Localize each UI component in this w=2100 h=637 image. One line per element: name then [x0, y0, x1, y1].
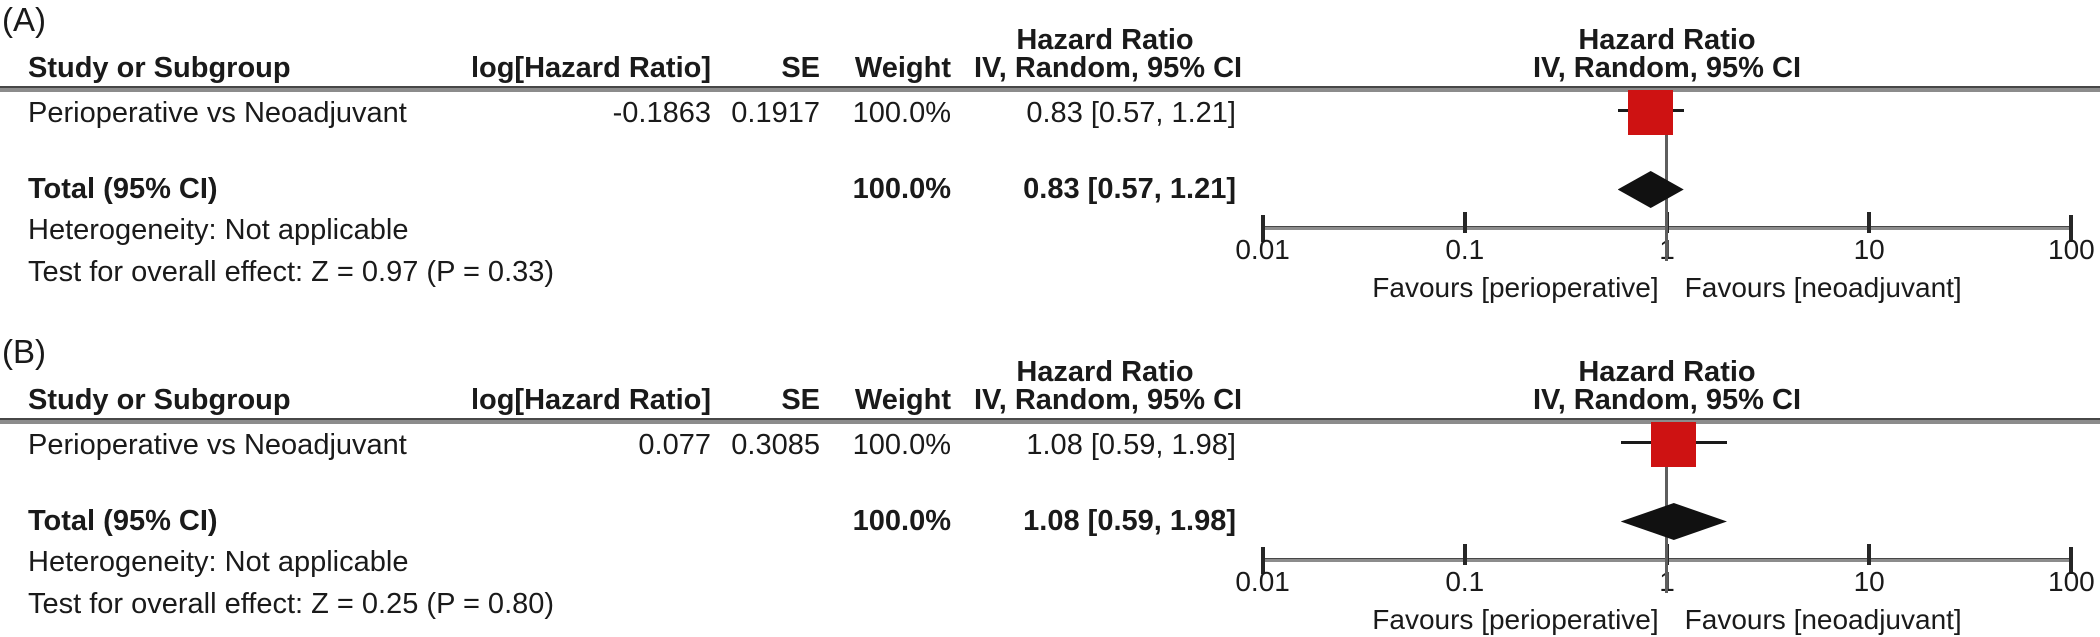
- study-ci-text: 1.08 [0.59, 1.98]: [1026, 429, 1236, 461]
- axis-tick-label: 0.01: [1235, 566, 1290, 597]
- overall-effect-text: Test for overall effect: Z = 0.97 (P = 0…: [28, 256, 555, 288]
- study-weight-value: 100.0%: [852, 429, 951, 461]
- panel-a: (A) Hazard Ratio Hazard Ratio Study or S…: [0, 0, 2100, 318]
- axis-tick-label: 0.1: [1445, 234, 1485, 265]
- axis-tick-label: 10: [1853, 566, 1885, 597]
- col-header-study: Study or Subgroup: [28, 52, 291, 84]
- total-ci-text: 1.08 [0.59, 1.98]: [1023, 505, 1236, 537]
- header-underline: [0, 86, 2100, 92]
- axis-tick: [2069, 215, 2074, 242]
- overall-effect-text: Test for overall effect: Z = 0.25 (P = 0…: [28, 588, 555, 620]
- axis-tick: [1462, 212, 1467, 233]
- col-header-weight: Weight: [854, 52, 951, 84]
- total-diamond: [1620, 503, 1727, 540]
- axis-tick: [1867, 212, 1872, 233]
- total-diamond: [1617, 171, 1684, 208]
- axis-tick-label: 10: [1853, 234, 1885, 265]
- study-weight-value: 100.0%: [852, 97, 951, 129]
- axis-tick: [1462, 544, 1467, 565]
- reference-line: [1665, 91, 1668, 261]
- plot-header-hr-title: Hazard Ratio: [1578, 24, 1756, 56]
- total-label: Total (95% CI): [28, 505, 218, 537]
- study-marker: [1628, 90, 1674, 135]
- favours-left-label: Favours [perioperative]: [1372, 604, 1659, 635]
- col-header-hr-title: Hazard Ratio: [1016, 356, 1194, 388]
- axis-tick-label: 100: [2048, 234, 2095, 265]
- col-header-log-hr: log[Hazard Ratio]: [470, 384, 711, 416]
- study-row-name: Perioperative vs Neoadjuvant: [28, 429, 407, 461]
- favours-labels: Favours [perioperative] Favours [neoadju…: [1267, 603, 2067, 636]
- total-ci-text: 0.83 [0.57, 1.21]: [1023, 173, 1236, 205]
- plot-header-hr-model: IV, Random, 95% CI: [1532, 384, 1802, 416]
- col-header-se: SE: [781, 52, 820, 84]
- axis-tick: [2069, 547, 2074, 574]
- col-header-weight: Weight: [854, 384, 951, 416]
- col-header-hr-title: Hazard Ratio: [1016, 24, 1194, 56]
- study-row-name: Perioperative vs Neoadjuvant: [28, 97, 407, 129]
- panel-b: (B) Hazard Ratio Hazard Ratio Study or S…: [0, 332, 2100, 637]
- favours-labels: Favours [perioperative] Favours [neoadju…: [1267, 271, 2067, 304]
- favours-right-label: Favours [neoadjuvant]: [1684, 272, 1962, 303]
- total-weight-value: 100.0%: [852, 505, 951, 537]
- axis-tick: [1260, 215, 1265, 242]
- col-header-hr-model: IV, Random, 95% CI: [974, 52, 1243, 84]
- study-se-value: 0.3085: [731, 429, 820, 461]
- axis-tick-label: 100: [2048, 566, 2095, 597]
- col-header-study: Study or Subgroup: [28, 384, 291, 416]
- axis-tick: [1260, 547, 1265, 574]
- study-se-value: 0.1917: [731, 97, 820, 129]
- total-weight-value: 100.0%: [852, 173, 951, 205]
- col-header-se: SE: [781, 384, 820, 416]
- panel-label: (A): [2, 1, 46, 38]
- total-label: Total (95% CI): [28, 173, 218, 205]
- study-ci-text: 0.83 [0.57, 1.21]: [1026, 97, 1236, 129]
- axis-tick: [1867, 544, 1872, 565]
- panel-label: (B): [2, 333, 46, 370]
- favours-left-label: Favours [perioperative]: [1372, 272, 1659, 303]
- heterogeneity-text: Heterogeneity: Not applicable: [28, 214, 409, 246]
- axis-tick-label: 0.01: [1235, 234, 1290, 265]
- header-underline: [0, 418, 2100, 424]
- axis-tick-label: 0.1: [1445, 566, 1485, 597]
- col-header-log-hr: log[Hazard Ratio]: [470, 52, 711, 84]
- heterogeneity-text: Heterogeneity: Not applicable: [28, 546, 409, 578]
- col-header-hr-model: IV, Random, 95% CI: [974, 384, 1243, 416]
- study-log-hr-value: -0.1863: [612, 97, 711, 129]
- plot-header-hr-model: IV, Random, 95% CI: [1532, 52, 1802, 84]
- study-marker: [1651, 422, 1697, 467]
- plot-header-hr-title: Hazard Ratio: [1578, 356, 1756, 388]
- favours-right-label: Favours [neoadjuvant]: [1684, 604, 1962, 635]
- study-log-hr-value: 0.077: [638, 429, 711, 461]
